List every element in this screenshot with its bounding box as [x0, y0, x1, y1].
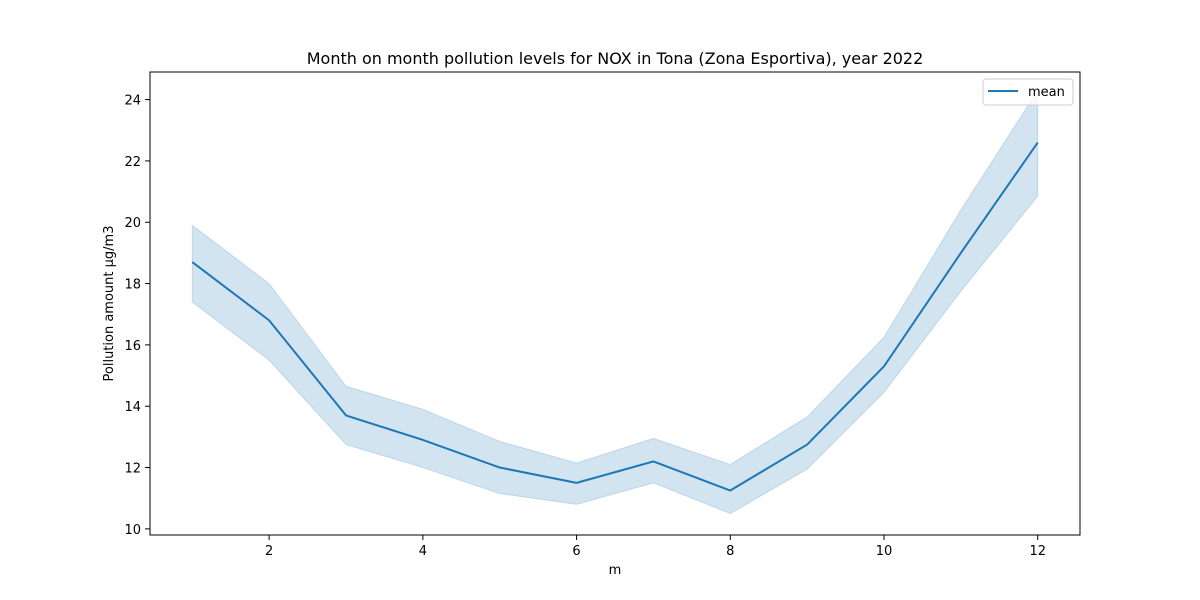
y-tick-label: 22 — [124, 155, 141, 170]
x-tick-label: 4 — [419, 544, 427, 559]
series-line-layer — [190, 140, 1040, 493]
plot-frame — [149, 71, 1081, 536]
x-tick-label: 10 — [876, 544, 893, 559]
data-point-11 — [958, 250, 963, 255]
x-tick-label: 2 — [265, 544, 273, 559]
series-line-mean — [191, 141, 1039, 492]
y-axis-title: Pollution amount µg/m3 — [102, 226, 117, 382]
y-tick-label: 10 — [124, 523, 141, 538]
chart-title: Month on month pollution levels for NOX … — [307, 49, 924, 68]
legend-label-mean: mean — [1028, 85, 1065, 100]
y-tick-label: 16 — [124, 339, 141, 354]
y-tick-label: 24 — [124, 94, 141, 109]
x-tick-label: 12 — [1029, 544, 1046, 559]
confidence-band-mean — [191, 88, 1039, 515]
data-point-4 — [420, 437, 425, 442]
data-point-2 — [267, 318, 272, 323]
y-tick-label: 14 — [124, 400, 141, 415]
legend: mean — [982, 78, 1074, 106]
data-point-3 — [343, 413, 348, 418]
data-point-1 — [190, 260, 195, 265]
data-point-6 — [574, 480, 579, 485]
y-tick-label: 12 — [124, 462, 141, 477]
legend-box — [982, 78, 1074, 106]
data-point-7 — [651, 459, 656, 464]
data-point-9 — [805, 442, 810, 447]
x-tick-label: 6 — [572, 544, 580, 559]
x-axis-title: m — [609, 563, 622, 578]
data-point-8 — [728, 488, 733, 493]
confidence-band-layer — [191, 88, 1039, 515]
y-tick-label: 20 — [124, 216, 141, 231]
data-point-12 — [1035, 140, 1040, 145]
x-tick-label: 8 — [726, 544, 734, 559]
y-axis-ticks: 10 12 14 16 18 20 22 24 — [124, 94, 150, 538]
y-tick-label: 18 — [124, 278, 141, 293]
x-axis-ticks: 2 4 6 8 10 12 — [265, 535, 1046, 559]
data-point-10 — [882, 364, 887, 369]
data-point-5 — [497, 465, 502, 470]
